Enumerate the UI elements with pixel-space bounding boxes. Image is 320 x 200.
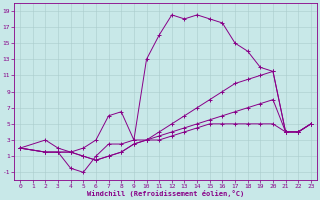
X-axis label: Windchill (Refroidissement éolien,°C): Windchill (Refroidissement éolien,°C) — [87, 190, 244, 197]
